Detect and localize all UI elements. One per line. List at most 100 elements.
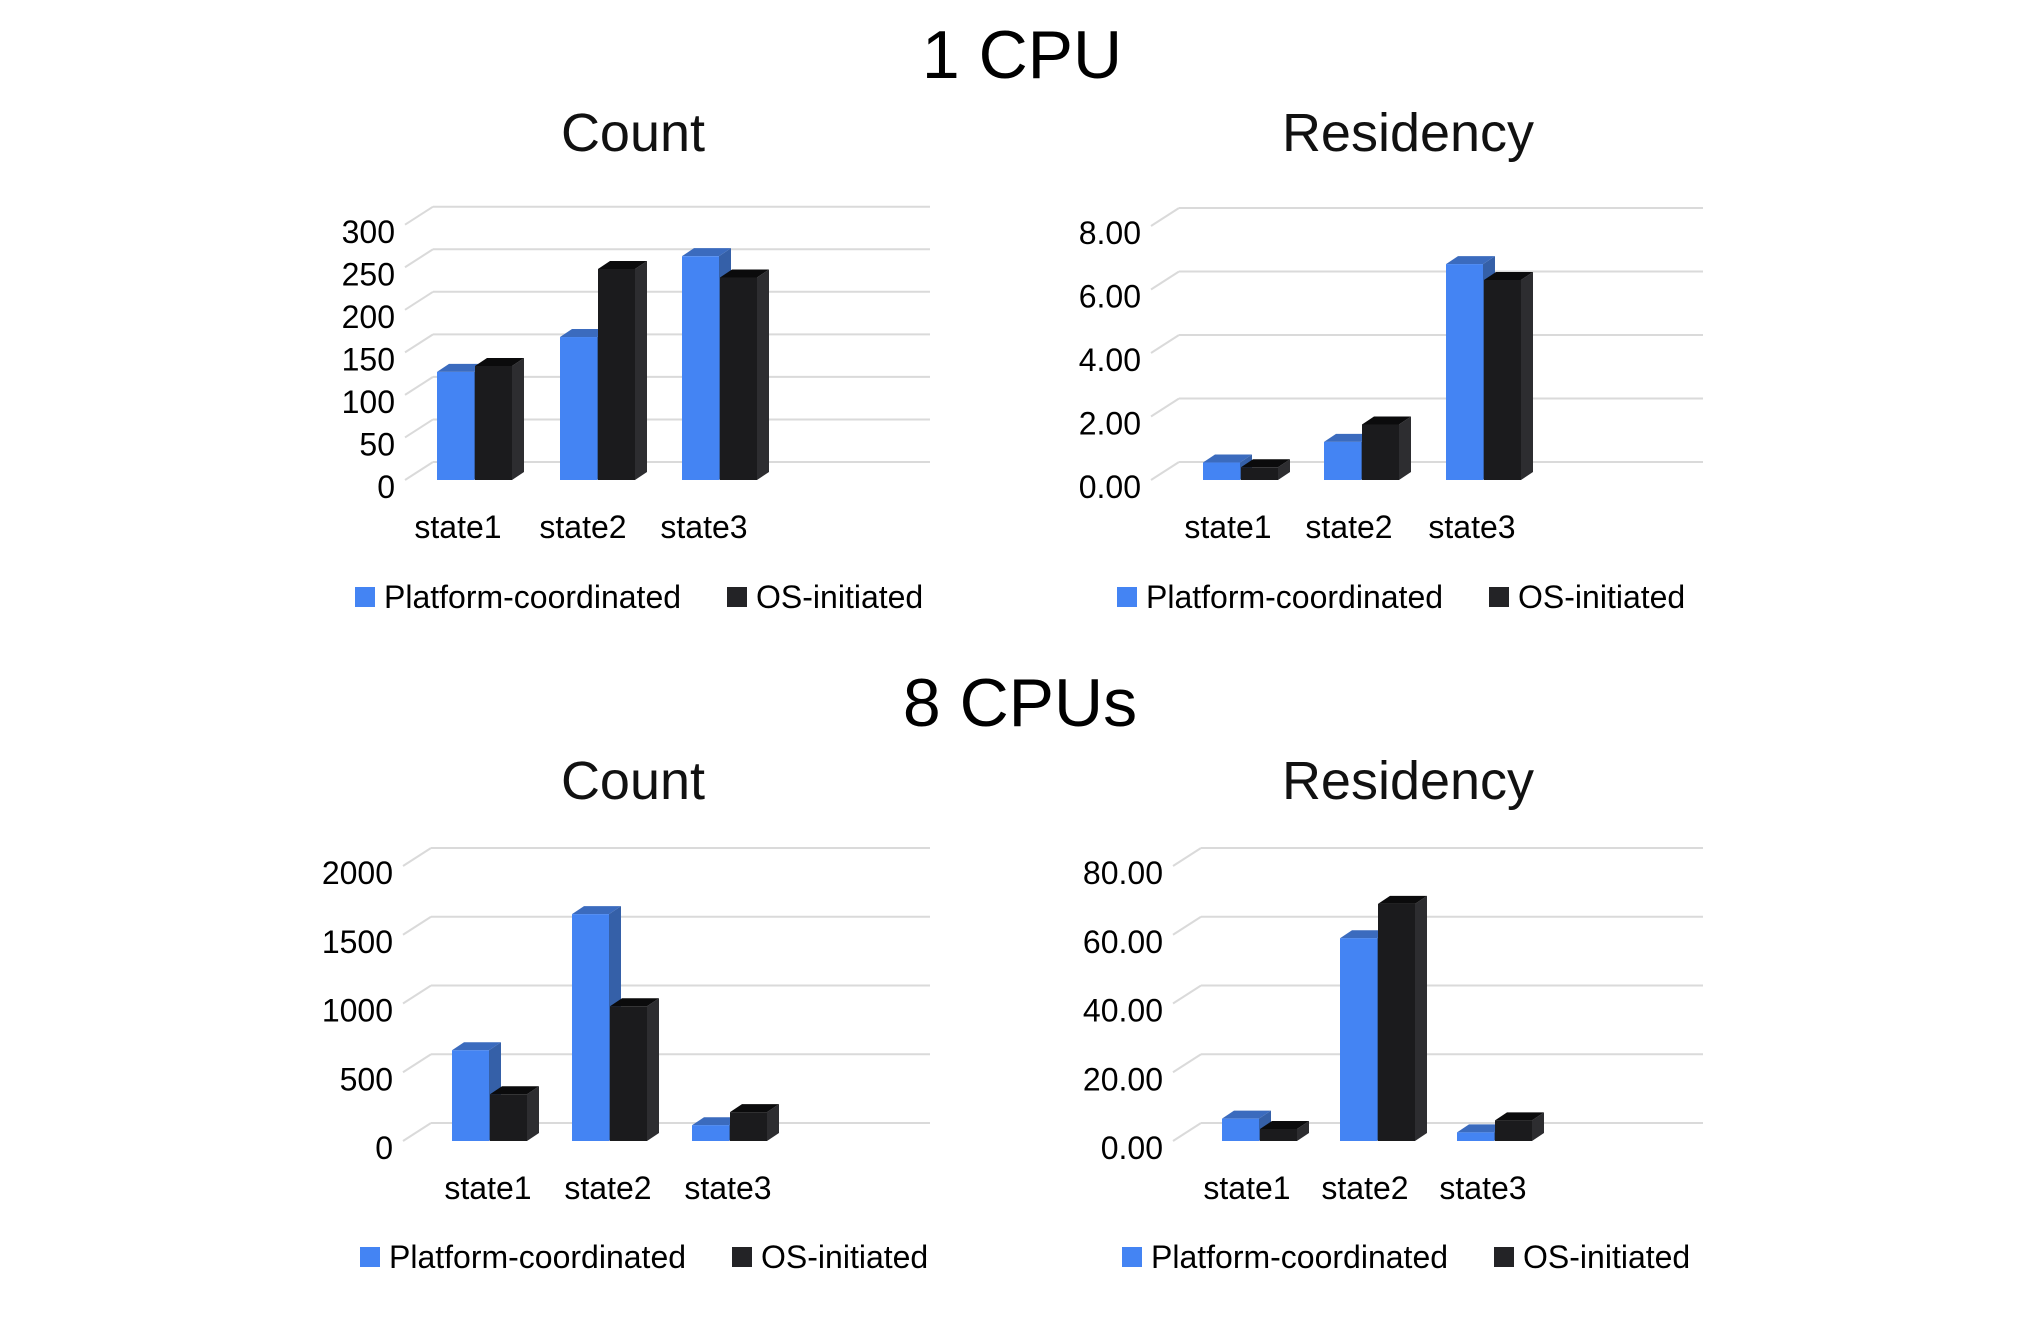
bar-platform-coordinated-state3 [1457, 1132, 1494, 1141]
bar-platform-coordinated-state1-top [1203, 454, 1252, 463]
y-tick-label: 250 [342, 256, 395, 292]
bar-os-initiated-state1 [490, 1094, 527, 1141]
gridline-depth-tick [1150, 397, 1180, 418]
gridline-depth-tick [1150, 334, 1180, 354]
bar-os-initiated-state3 [730, 1112, 767, 1141]
bar-os-initiated-state1-top [490, 1086, 539, 1095]
gridline-depth-tick [1172, 984, 1202, 1005]
legend-label-os-initiated: OS-initiated [1523, 1239, 1691, 1275]
x-tick-label-state3: state3 [1428, 509, 1515, 545]
gridline-depth-tick [1150, 207, 1180, 227]
bar-os-initiated-state1 [1260, 1128, 1297, 1141]
bar-platform-coordinated-state3-top [692, 1117, 741, 1126]
legend-label-os-initiated: OS-initiated [761, 1239, 929, 1275]
bar-platform-coordinated-state3 [682, 256, 719, 480]
legend-entry: Platform-coordinated [1117, 580, 1443, 614]
gridline-depth-tick [404, 418, 434, 439]
bar-os-initiated-state2-side [1399, 416, 1411, 480]
chart-title-8cpus-residency: Residency [1281, 751, 1535, 811]
bar-platform-coordinated-state3-top [1446, 256, 1495, 265]
x-tick-label-state1: state1 [444, 1170, 531, 1206]
bar-os-initiated-state3 [720, 277, 757, 480]
legend-label-platform-coordinated: Platform-coordinated [1146, 579, 1444, 615]
bar-os-initiated-state2-side [1415, 895, 1427, 1141]
bar-platform-coordinated-state1-top [452, 1042, 501, 1051]
group-title-1cpu: 1 CPU [921, 17, 1123, 93]
bar-platform-coordinated-state2 [560, 337, 597, 480]
bar-platform-coordinated-state2 [1324, 441, 1361, 480]
legend-entry: OS-initiated [1489, 580, 1685, 614]
bar-platform-coordinated-state2-top [1324, 433, 1373, 442]
gridline-depth-tick [402, 1053, 432, 1074]
y-tick-label: 4.00 [1079, 342, 1141, 378]
bar-platform-coordinated-state2-top [560, 329, 609, 338]
bar-os-initiated-state2-side [647, 998, 659, 1141]
chart-title-1cpu-count: Count [560, 103, 706, 163]
gridline-depth-tick [404, 461, 434, 481]
legend-entry: OS-initiated [732, 1240, 928, 1274]
bar-os-initiated-state1 [475, 365, 512, 480]
legend-entry: Platform-coordinated [360, 1240, 686, 1274]
legend-1cpu-count: Platform-coordinated OS-initiated [355, 580, 923, 614]
bar-platform-coordinated-state2 [572, 914, 609, 1141]
bar-os-initiated-state3-side [1521, 271, 1533, 480]
bar-os-initiated-state2 [598, 268, 635, 480]
y-tick-label: 0 [377, 469, 395, 505]
gridline-depth-tick [1172, 1122, 1202, 1142]
legend-swatch-platform-coordinated [355, 587, 375, 607]
legend-entry: Platform-coordinated [1122, 1240, 1448, 1274]
y-tick-label: 1000 [322, 993, 393, 1029]
bar-platform-coordinated-state3-top [682, 248, 731, 257]
y-tick-label: 20.00 [1083, 1061, 1163, 1097]
bar-os-initiated-state2-side [635, 260, 647, 480]
bar-os-initiated-state3-top [730, 1104, 779, 1113]
bar-platform-coordinated-state2-top [1340, 930, 1389, 939]
y-tick-label: 200 [342, 299, 395, 335]
gridline-depth-tick [402, 847, 432, 867]
y-tick-label: 2.00 [1079, 406, 1141, 442]
gridline-depth-tick [1150, 270, 1180, 291]
legend-label-platform-coordinated: Platform-coordinated [389, 1239, 687, 1275]
bar-os-initiated-state2-top [610, 998, 659, 1007]
legend-swatch-platform-coordinated [360, 1247, 380, 1267]
legend-1cpu-residency: Platform-coordinated OS-initiated [1117, 580, 1685, 614]
bar-platform-coordinated-state3 [692, 1125, 729, 1141]
bar-platform-coordinated-state1-top [437, 363, 486, 372]
bar-os-initiated-state1-side [512, 357, 524, 480]
bar-os-initiated-state2 [1362, 424, 1399, 480]
bar-os-initiated-state3-side [757, 269, 769, 480]
y-tick-label: 100 [342, 384, 395, 420]
bar-os-initiated-state2-top [1362, 416, 1411, 425]
legend-label-platform-coordinated: Platform-coordinated [1151, 1239, 1449, 1275]
gridline-depth-tick [402, 984, 432, 1005]
x-tick-label-state2: state2 [564, 1170, 651, 1206]
bar-platform-coordinated-state1-top [1222, 1110, 1271, 1119]
y-tick-label: 0.00 [1101, 1130, 1163, 1166]
bar-os-initiated-state2-top [1378, 895, 1427, 904]
x-tick-label-state1: state1 [414, 509, 501, 545]
y-tick-label: 8.00 [1079, 215, 1141, 251]
y-tick-label: 60.00 [1083, 924, 1163, 960]
bar-platform-coordinated-state1 [452, 1050, 489, 1141]
legend-8cpus-count: Platform-coordinated OS-initiated [360, 1240, 928, 1274]
legend-swatch-platform-coordinated [1117, 587, 1137, 607]
bar-os-initiated-state3 [1484, 279, 1521, 480]
bar-os-initiated-state3-side [767, 1104, 779, 1141]
bar-os-initiated-state2-top [598, 260, 647, 269]
chart-title-8cpus-count: Count [560, 751, 706, 811]
bar-os-initiated-state1-top [1241, 459, 1290, 468]
gridline-depth-tick [1150, 461, 1180, 481]
bar-os-initiated-state1-side [1297, 1120, 1309, 1141]
gridline-depth-tick [404, 205, 434, 226]
y-tick-label: 2000 [322, 855, 393, 891]
gridline-depth-tick [1172, 1053, 1202, 1074]
legend-entry: OS-initiated [1494, 1240, 1690, 1274]
y-tick-label: 500 [340, 1061, 393, 1097]
bar-os-initiated-state1-side [1278, 459, 1290, 480]
bar-os-initiated-state1 [1241, 467, 1278, 480]
y-tick-label: 150 [342, 342, 395, 378]
x-tick-label-state3: state3 [660, 509, 747, 545]
y-tick-label: 40.00 [1083, 993, 1163, 1029]
x-tick-label-state2: state2 [1305, 509, 1392, 545]
